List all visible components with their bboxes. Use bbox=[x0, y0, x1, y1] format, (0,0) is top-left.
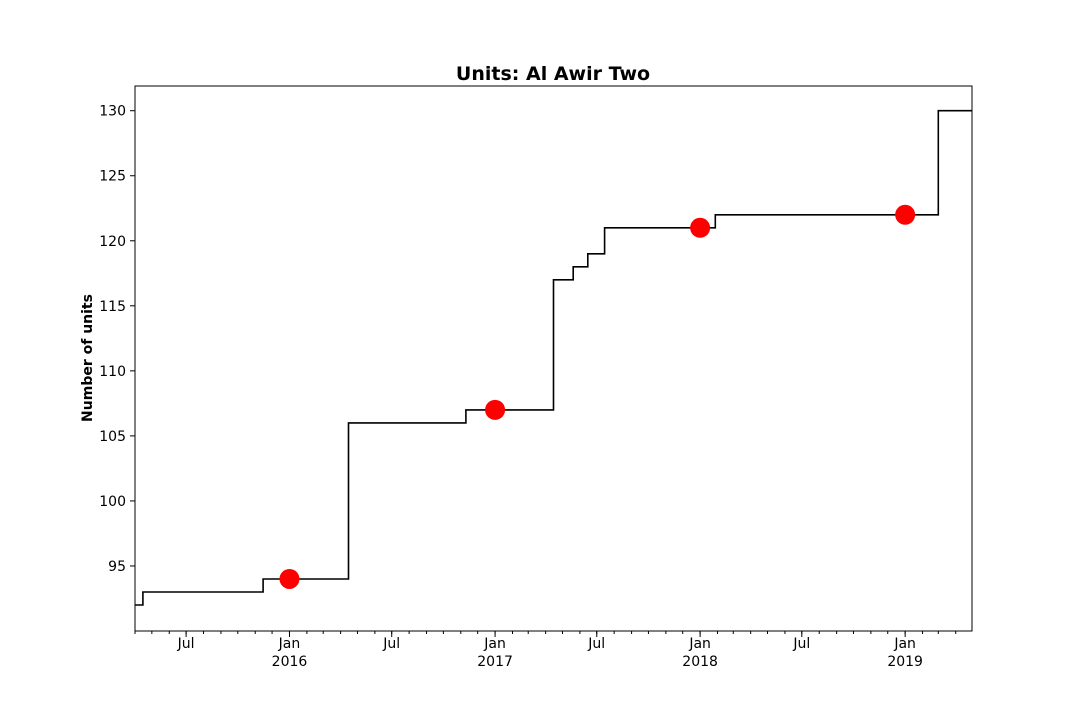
y-axis: 95 100 105 110 115 120 125 130 bbox=[99, 104, 135, 575]
y-tick-label: 110 bbox=[99, 364, 126, 380]
data-point-marker bbox=[279, 568, 300, 589]
plot-frame bbox=[134, 85, 973, 632]
x-tick-year-label: 2019 bbox=[887, 654, 923, 670]
x-tick-year-label: 2017 bbox=[477, 654, 513, 670]
y-tick-label: 105 bbox=[99, 429, 126, 445]
x-tick-label: Jan bbox=[278, 636, 301, 652]
y-axis-label: Number of units bbox=[80, 294, 96, 422]
y-tick-label: 95 bbox=[108, 559, 126, 575]
x-tick-label: Jan bbox=[688, 636, 711, 652]
data-point-marker bbox=[690, 217, 711, 238]
y-tick-label: 115 bbox=[99, 299, 126, 315]
series-layer bbox=[135, 109, 972, 606]
chart-title: Units: Al Awir Two bbox=[456, 63, 650, 85]
data-point-marker bbox=[485, 399, 506, 420]
x-axis: Jul Jan 2016 Jul Jan 2017 Jul Jan 2018 Jul Jan 2019 bbox=[134, 631, 957, 670]
y-tick-label: 100 bbox=[99, 494, 126, 510]
x-tick-year-label: 2018 bbox=[682, 654, 718, 670]
y-tick-label: 120 bbox=[99, 234, 126, 250]
x-tick-label: Jul bbox=[177, 636, 195, 652]
x-tick-label: Jan bbox=[483, 636, 506, 652]
y-tick-label: 130 bbox=[99, 104, 126, 120]
data-point-marker bbox=[895, 204, 916, 225]
units-step-line bbox=[135, 109, 972, 606]
x-tick-year-label: 2016 bbox=[272, 654, 308, 670]
x-tick-label: Jul bbox=[792, 636, 810, 652]
x-tick-label: Jul bbox=[382, 636, 400, 652]
x-tick-label: Jan bbox=[893, 636, 916, 652]
y-tick-label: 125 bbox=[99, 169, 126, 185]
x-tick-label: Jul bbox=[587, 636, 605, 652]
marker-layer bbox=[279, 204, 916, 589]
